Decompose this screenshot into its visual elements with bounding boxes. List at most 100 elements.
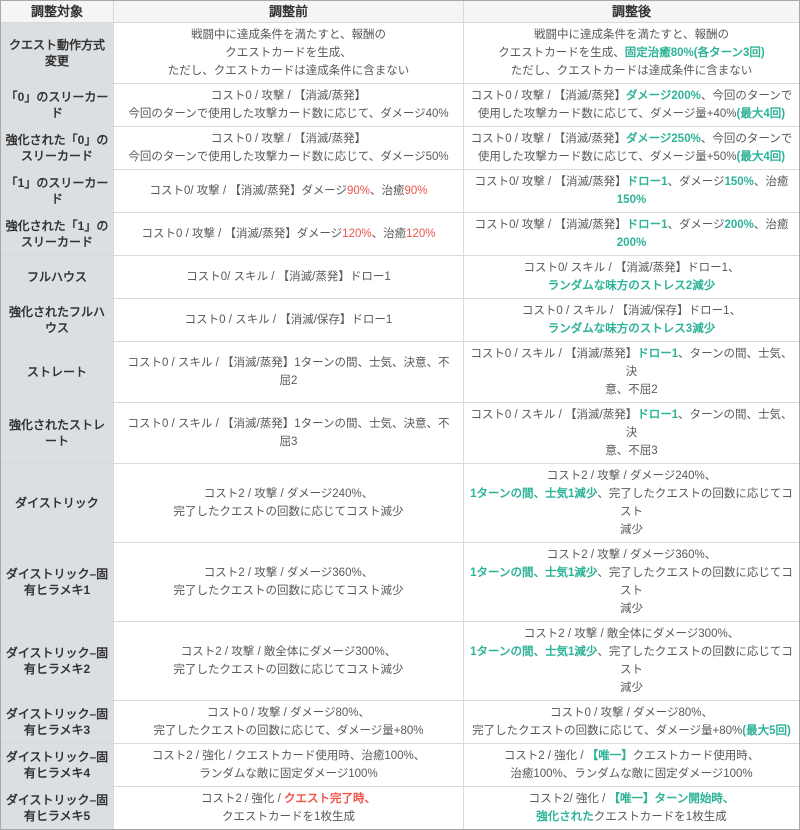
text-line: 今回のターンで使用した攻撃カード数に応じて、ダメージ40% [128,105,448,123]
after-cell: コスト0/ 攻撃 / 【消滅/蒸発】ドロー1、ダメージ200%、治癒 200% [464,213,799,256]
text-segment: コスト0 / スキル / 【消滅/蒸発】1ターンの間、士気、決意、不 [127,418,450,430]
text-segment: コスト0/ スキル / 【消滅/蒸発】ドロー1、 [523,262,740,274]
text-segment: 120% [406,228,436,240]
table-row: ダイストリック–固有ヒラメキ1 コスト2 / 攻撃 / ダメージ360%、 完了した… [1,543,799,622]
text-segment: 治癒100%、ランダムな敵に固定ダメージ100% [510,768,753,780]
text-line: 使用した攻撃カード数に応じて、ダメージ量+50%(最大4回) [478,148,785,166]
text-segment: 強化された [536,811,594,823]
adjustment-target-cell: ダイストリック–固有ヒラメキ1 [1,543,114,622]
before-cell: コスト0 / 攻撃 / 【消滅/蒸発】 今回のターンで使用した攻撃カード数に応じて… [114,84,464,127]
text-segment: コスト0 / スキル / 【消滅/蒸発】1ターンの間、士気、決意、不 [127,357,450,369]
text-segment: ランダムな味方のストレス3減少 [547,323,716,335]
text-segment: コスト2 / 攻撃 / 敵全体にダメージ300%、 [523,628,740,640]
text-segment: 完了したクエストの回数に応じて、ダメージ量+80% [472,725,743,737]
text-line: コスト2 / 強化 / クエストカード使用時、治癒100%、 [152,747,425,765]
text-segment: コスト0 / スキル / 【消滅/保存】ドロー1、 [521,305,742,317]
text-segment: コスト2 / 攻撃 / 敵全体にダメージ300%、 [180,646,397,658]
after-cell: コスト2 / 強化 / 【唯一】クエストカード使用時、治癒100%、ランダムな敵… [464,744,799,787]
text-segment: (最大5回) [742,725,791,737]
adjustment-target-cell: ダイストリック–固有ヒラメキ5 [1,787,114,829]
text-segment: 戦闘中に達成条件を満たすと、報酬の [533,29,730,41]
text-segment: 120% [342,228,372,240]
text-segment: コスト0 / 攻撃 / ダメージ80%、 [549,707,713,719]
adjustment-target-cell: 「0」のスリーカード [1,84,114,127]
before-cell: コスト2 / 攻撃 / ダメージ360%、完了したクエストの回数に応じてコスト減… [114,543,464,622]
adjustment-target-cell: ストレート [1,342,114,403]
text-line: コスト0 / 攻撃 / ダメージ80%、 [207,704,370,722]
text-segment: 、ダメージ [667,176,725,188]
text-line: 完了したクエストの回数に応じてコスト減少 [174,503,404,521]
table-row: ダイストリック–固有ヒラメキ2 コスト2 / 攻撃 / 敵全体にダメージ300%、… [1,622,799,701]
text-segment: クエスト完了時、 [284,793,377,805]
table-row: ストレート コスト0 / スキル / 【消滅/蒸発】1ターンの間、士気、決意、不屈… [1,342,799,403]
text-segment: コスト0 / スキル / 【消滅/保存】ドロー1 [184,314,393,326]
text-segment: 90% [404,185,428,197]
text-segment: 意、不屈3 [605,445,658,457]
text-segment: コスト0/ スキル / 【消滅/蒸発】ドロー1 [186,271,391,283]
before-cell: コスト0 / スキル / 【消滅/保存】ドロー1 [114,299,464,342]
text-segment: ドロー1 [626,176,668,188]
table-row: ダイストリック–固有ヒラメキ4 コスト2 / 強化 / クエストカード使用時、治癒… [1,744,799,787]
text-segment: 屈2 [279,375,298,387]
text-line: 屈3 [280,433,298,451]
text-line: 完了したクエストの回数に応じてコスト減少 [174,661,404,679]
text-segment: コスト0 / 攻撃 / 【消滅/蒸発】ダメージ [141,228,343,240]
text-line: 意、不屈3 [605,442,657,460]
before-cell: コスト2 / 攻撃 / ダメージ240%、完了したクエストの回数に応じてコスト減… [114,464,464,543]
table-row: 強化されたストレート コスト0 / スキル / 【消滅/蒸発】1ターンの間、士気、… [1,403,799,464]
text-line: コスト2 / 攻撃 / ダメージ240%、 [204,485,373,503]
table-body: クエスト動作方式変更 戦闘中に達成条件を満たすと、報酬の クエストカードを生成、 ただ… [1,23,799,829]
text-segment: 減少 [620,603,643,615]
before-cell: コスト0 / 攻撃 / 【消滅/蒸発】ダメージ120%、治癒120% [114,213,464,256]
text-line: コスト0/ 攻撃 / 【消滅/蒸発】ダメージ90%、治癒90% [149,182,427,200]
after-cell: コスト0 / 攻撃 / ダメージ80%、完了したクエストの回数に応じて、ダメージ… [464,701,799,744]
text-segment: ドロー1 [626,219,668,231]
after-cell: コスト0 / スキル / 【消滅/保存】ドロー1、 ランダムな味方のストレス3減少 [464,299,799,342]
text-line: 使用した攻撃カード数に応じて、ダメージ量+40%(最大4回) [478,105,785,123]
text-line: コスト2 / 攻撃 / 敵全体にダメージ300%、 [181,643,396,661]
text-line: 屈2 [280,372,298,390]
text-segment: 150% [724,176,754,188]
adjustment-target-cell: ダイストリック–固有ヒラメキ2 [1,622,114,701]
text-line: コスト0 / スキル / 【消滅/蒸発】1ターンの間、士気、決意、不 [127,354,449,372]
text-segment: 、治癒 [370,185,405,197]
text-line: 減少 [620,521,643,539]
text-line: コスト2/ 強化 / 【唯一】ターン開始時、 [529,790,735,808]
after-cell: 戦闘中に達成条件を満たすと、報酬の クエストカードを生成、固定治癒80%(各ターン… [464,23,799,84]
text-line: 意、不屈2 [605,381,657,399]
after-cell: コスト2 / 攻撃 / 敵全体にダメージ300%、 1ターンの間、士気1減少、完了… [464,622,799,701]
text-line: コスト0 / 攻撃 / 【消滅/蒸発】 [211,130,366,148]
text-segment: 今回のターンで使用した攻撃カード数に応じて、ダメージ40% [128,108,449,120]
text-segment: 完了したクエストの回数に応じてコスト減少 [173,506,404,518]
table-header-row: 調整対象 調整前 調整後 [1,1,799,23]
text-line: 今回のターンで使用した攻撃カード数に応じて、ダメージ50% [128,148,448,166]
text-segment: コスト0 / 攻撃 / 【消滅/蒸発】 [470,133,626,145]
text-segment: 90% [346,185,370,197]
text-line: コスト0 / 攻撃 / 【消滅/蒸発】ダメージ250%、今回のターンで [471,130,793,148]
column-header-before: 調整前 [114,1,464,23]
text-line: クエストカードを生成、 [225,44,352,62]
text-segment: ダメージ200% [625,90,701,102]
text-segment: コスト0 / 攻撃 / 【消滅/蒸発】 [470,90,626,102]
text-segment: 150% [616,194,647,206]
text-line: 1ターンの間、士気1減少、完了したクエストの回数に応じてコスト [468,564,795,600]
text-line: コスト0 / スキル / 【消滅/蒸発】1ターンの間、士気、決意、不 [127,415,449,433]
after-cell: コスト0/ 攻撃 / 【消滅/蒸発】ドロー1、ダメージ150%、治癒 150% [464,170,799,213]
text-segment: 、治癒 [753,219,789,231]
text-segment: ただし、クエストカードは達成条件に含まない [167,65,410,77]
text-segment: コスト2 / 攻撃 / ダメージ360%、 [203,567,374,579]
before-cell: コスト2 / 攻撃 / 敵全体にダメージ300%、 完了したクエストの回数に応じて… [114,622,464,701]
adjustment-target-cell: ダイストリック–固有ヒラメキ4 [1,744,114,787]
before-cell: コスト0/ スキル / 【消滅/蒸発】ドロー1 [114,256,464,299]
text-segment: 完了したクエストの回数に応じてコスト減少 [173,664,404,676]
text-line: ランダムな敵に固定ダメージ100% [199,765,377,783]
after-cell: コスト2/ 強化 / 【唯一】ターン開始時、 強化されたクエストカードを1枚生成 [464,787,799,829]
text-line: コスト0/ 攻撃 / 【消滅/蒸発】ドロー1、ダメージ200%、治癒 [475,216,789,234]
text-line: 完了したクエストの回数に応じてコスト減少 [174,582,404,600]
text-segment: 1ターンの間、士気1減少 [470,646,598,658]
adjustment-target-cell: ダイストリック–固有ヒラメキ3 [1,701,114,744]
table-row: クエスト動作方式変更 戦闘中に達成条件を満たすと、報酬の クエストカードを生成、 ただ… [1,23,799,84]
text-segment: 、完了したクエストの回数に応じてコスト [597,567,793,597]
text-line: コスト2 / 強化 / 【唯一】クエストカード使用時、 [504,747,760,765]
